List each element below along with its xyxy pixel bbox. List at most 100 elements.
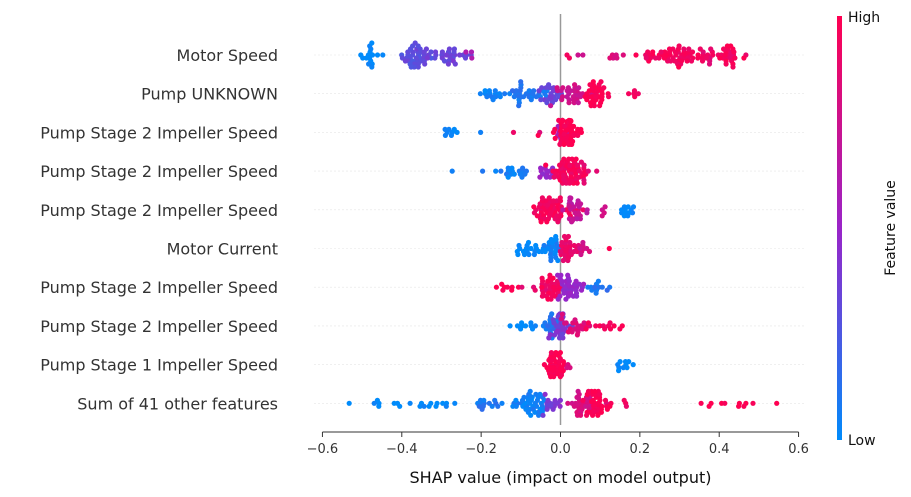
- shap-point: [592, 284, 598, 290]
- shap-point: [492, 397, 498, 403]
- shap-point: [528, 393, 534, 400]
- shap-point: [652, 55, 659, 61]
- shap-point: [539, 275, 545, 281]
- shap-point: [442, 132, 448, 138]
- shap-point: [557, 195, 563, 201]
- shap-point: [565, 85, 572, 91]
- shap-point: [539, 195, 546, 201]
- shap-point: [573, 156, 579, 162]
- shap-point: [585, 168, 591, 174]
- shap-point: [560, 257, 566, 264]
- shap-point: [706, 403, 712, 409]
- shap-point: [548, 257, 554, 264]
- shap-point: [555, 323, 561, 329]
- shap-point: [346, 400, 352, 406]
- shap-point: [550, 198, 557, 204]
- shap-point: [546, 82, 552, 88]
- shap-point: [516, 103, 522, 109]
- shap-point: [533, 94, 539, 100]
- shap-point: [446, 46, 452, 52]
- shap-point: [576, 174, 582, 180]
- shap-point: [541, 242, 547, 249]
- shap-point: [575, 388, 581, 394]
- shap-point: [574, 180, 580, 186]
- shap-point: [568, 195, 574, 201]
- shap-point: [532, 287, 538, 293]
- shap-point: [578, 159, 585, 165]
- shap-point: [550, 406, 556, 412]
- shap-point: [552, 397, 558, 403]
- shap-point: [626, 359, 632, 365]
- shap-point: [550, 367, 557, 373]
- shap-point: [538, 97, 544, 103]
- shap-point: [513, 88, 519, 94]
- shap-point: [559, 97, 565, 103]
- shap-point: [422, 61, 428, 67]
- shap-point: [566, 203, 572, 209]
- shap-point: [521, 251, 528, 258]
- shap-point: [449, 168, 455, 174]
- feature-label: Pump Stage 1 Impeller Speed: [40, 356, 278, 375]
- shap-point: [617, 326, 623, 332]
- shap-point: [721, 46, 727, 52]
- shap-point: [562, 320, 568, 326]
- shap-point: [732, 55, 738, 61]
- shap-point: [552, 126, 558, 132]
- shap-point: [415, 64, 421, 70]
- shap-point: [546, 195, 552, 201]
- shap-point: [593, 94, 599, 100]
- shap-point: [537, 391, 543, 397]
- shap-point: [544, 406, 550, 412]
- shap-point: [499, 281, 505, 287]
- shap-point: [521, 394, 527, 400]
- shap-point: [558, 316, 565, 322]
- shap-point: [587, 82, 593, 88]
- shap-point: [428, 55, 434, 61]
- shap-point: [591, 408, 597, 414]
- shap-point: [560, 207, 566, 213]
- shap-point: [561, 290, 567, 296]
- shap-point: [588, 398, 595, 405]
- shap-point: [531, 204, 537, 210]
- shap-point: [565, 272, 571, 278]
- shap-point: [363, 55, 369, 61]
- shap-point: [525, 239, 532, 246]
- shap-point: [561, 156, 567, 162]
- shap-point: [666, 46, 673, 52]
- shap-point: [621, 397, 627, 403]
- shap-point: [492, 88, 498, 94]
- shap-point: [706, 61, 713, 67]
- shap-point: [507, 323, 513, 329]
- shap-point: [559, 239, 565, 246]
- colorbar-low-label: Low: [848, 433, 876, 449]
- shap-point: [558, 128, 564, 134]
- shap-point: [517, 171, 523, 177]
- shap-point: [561, 131, 567, 137]
- shap-point: [578, 251, 584, 258]
- shap-point: [697, 46, 703, 52]
- shap-point: [490, 97, 496, 103]
- shap-point: [604, 287, 610, 293]
- shap-point: [602, 326, 608, 332]
- shap-point: [509, 165, 515, 171]
- shap-point: [561, 141, 567, 147]
- shap-point: [412, 40, 418, 46]
- shap-point: [542, 391, 548, 397]
- shap-point: [616, 368, 622, 374]
- shap-point: [553, 350, 559, 356]
- shap-point: [551, 284, 557, 290]
- shap-point: [428, 49, 434, 55]
- x-tick-label: −0.6: [307, 442, 339, 457]
- shap-point: [407, 400, 413, 406]
- shap-point: [482, 88, 488, 94]
- shap-point: [559, 311, 565, 317]
- feature-labels: Motor Speed Pump UNKNOWN Pump Stage 2 Impe…: [40, 46, 278, 413]
- shap-point: [557, 397, 564, 403]
- feature-label: Motor Current: [167, 240, 278, 259]
- shap-point: [481, 397, 487, 403]
- shap-point: [522, 323, 529, 329]
- shap-point: [528, 320, 534, 326]
- shap-point: [533, 242, 539, 249]
- shap-point: [688, 58, 695, 64]
- shap-point: [445, 61, 451, 67]
